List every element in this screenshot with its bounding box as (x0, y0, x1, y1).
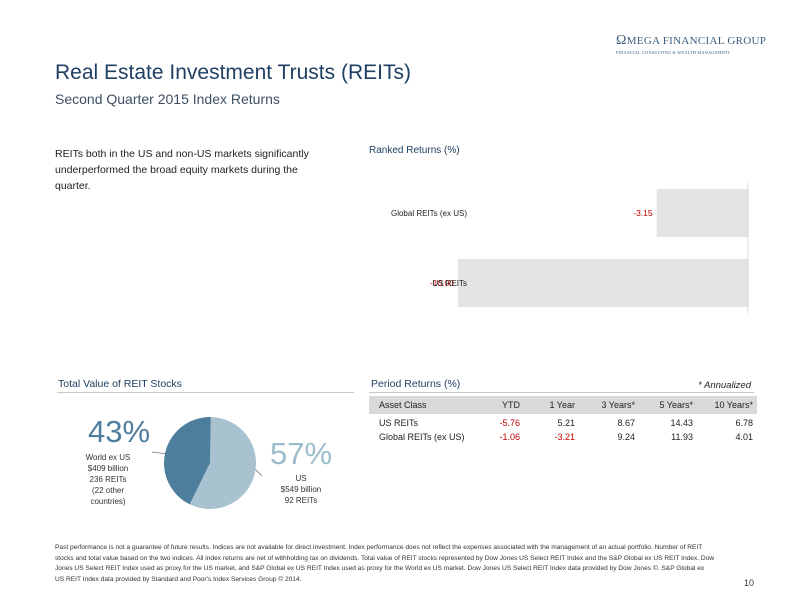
reit-value-pie-chart (164, 417, 257, 510)
cell-5-years: 11.93 (671, 431, 693, 442)
us-caption-line: US (295, 474, 307, 483)
world-caption-line: World ex US (85, 453, 131, 462)
cell-1-year: -3.21 (554, 431, 575, 442)
table-row: Global REITs (ex US) -1.06 -3.21 9.24 11… (369, 429, 757, 444)
cell-asset-class: US REITs (379, 418, 419, 428)
cell-1-year: 5.21 (557, 418, 575, 428)
logo-tagline: FINANCIAL CONSULTING & WEALTH MANAGEMENT (616, 50, 731, 55)
header-5-years: 5 Years* (639, 396, 697, 414)
logo-wordmark: MEGA FINANCIAL GROUP (626, 35, 767, 47)
cell-10-years: 6.78 (735, 418, 753, 428)
total-value-label: Total Value of REIT Stocks (58, 378, 182, 390)
page-subtitle: Second Quarter 2015 Index Returns (55, 91, 280, 107)
page-number: 10 (744, 578, 755, 588)
company-logo: ΩMEGA FINANCIAL GROUP FINANCIAL CONSULTI… (616, 33, 766, 55)
table-row: US REITs -5.76 5.21 8.67 14.43 6.78 (369, 414, 757, 429)
us-percent: 57% (270, 436, 333, 471)
world-ex-us-caption: World ex US $409 billion 236 REITs (22 o… (62, 452, 154, 507)
period-returns-divider (369, 392, 754, 393)
header-asset-class: Asset Class (369, 396, 491, 414)
header-ytd: YTD (491, 396, 524, 414)
ranked-bar (656, 189, 748, 237)
disclaimer-footnote: Past performance is not a guarantee of f… (55, 544, 715, 583)
cell-ytd: -1.06 (499, 431, 520, 442)
cell-3-years: 9.24 (617, 431, 635, 442)
page-title: Real Estate Investment Trusts (REITs) (55, 61, 411, 84)
header-3-years: 3 Years* (579, 396, 639, 414)
us-caption-line: 92 REITs (284, 496, 318, 505)
world-ex-us-percent: 43% (88, 414, 151, 449)
pie-slice-us (189, 417, 257, 510)
us-caption-line: $549 billion (280, 485, 322, 494)
cell-10-years: 4.01 (735, 431, 753, 442)
world-caption-line: countries) (90, 497, 126, 506)
cell-asset-class: Global REITs (ex US) (379, 431, 465, 442)
pie-slice-world-ex-us (164, 417, 211, 505)
ranked-bar-value-label: -10.00 (430, 278, 454, 288)
logo-name: ΩMEGA FINANCIAL GROUP (616, 33, 766, 49)
header-10-years: 10 Years* (697, 396, 757, 414)
world-caption-line: (22 other (91, 486, 125, 495)
ranked-bar-category-label: Global REITs (ex US) (391, 209, 467, 218)
logo-omega-mark: Ω (616, 33, 627, 48)
cell-3-years: 8.67 (617, 418, 635, 428)
table-header-row: Asset Class YTD 1 Year 3 Years* 5 Years*… (369, 396, 757, 414)
world-caption-line: 236 REITs (89, 475, 127, 484)
cell-ytd: -5.76 (499, 418, 520, 428)
ranked-bar-value-label: -3.15 (633, 208, 653, 218)
world-caption-line: $409 billion (87, 464, 129, 473)
us-caption: US $549 billion 92 REITs (268, 473, 334, 506)
header-1-year: 1 Year (524, 396, 579, 414)
ranked-bar (457, 259, 748, 307)
period-returns-label: Period Returns (%) (371, 378, 461, 390)
annualized-note: * Annualized (698, 380, 751, 391)
cell-5-years: 14.43 (670, 418, 693, 428)
ranked-bar-category-label: US REITs (432, 279, 467, 288)
total-value-divider (57, 392, 354, 393)
ranked-returns-label: Ranked Returns (%) (369, 145, 460, 156)
period-returns-table: Asset Class YTD 1 Year 3 Years* 5 Years*… (369, 396, 757, 444)
intro-text: REITs both in the US and non-US markets … (55, 148, 309, 192)
